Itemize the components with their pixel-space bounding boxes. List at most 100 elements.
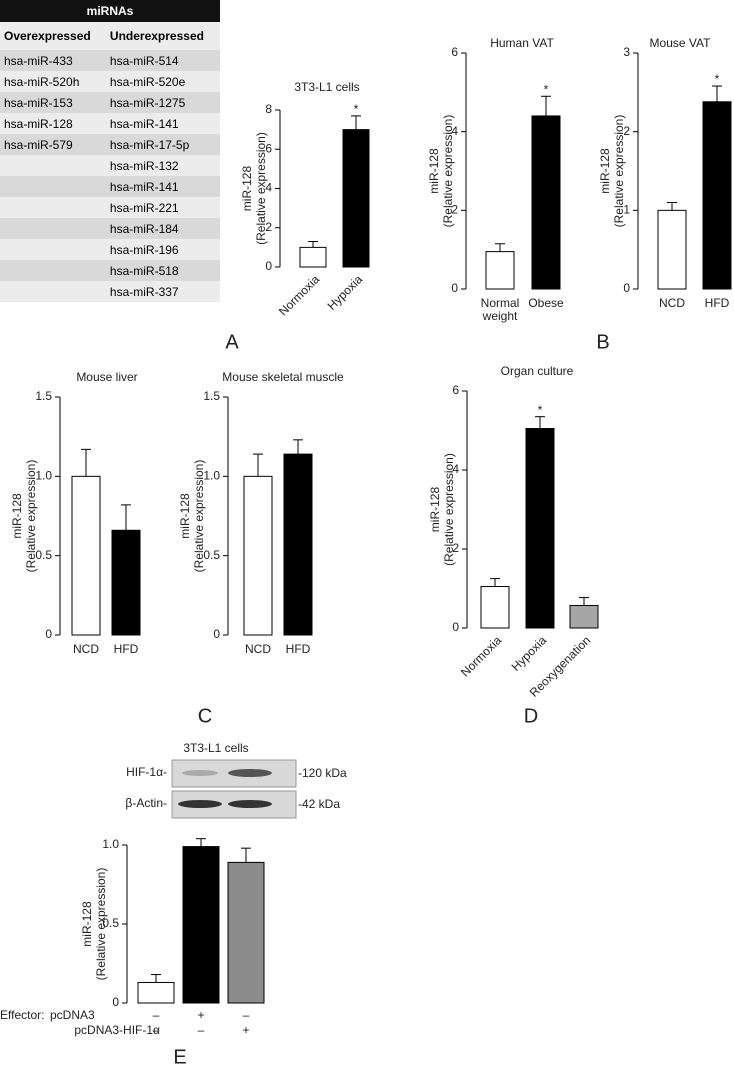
panel-label: C: [198, 705, 212, 727]
y-tick-label: 0.5: [203, 548, 220, 562]
y-tick-label: 1: [623, 203, 630, 217]
x-tick-label: HFD: [704, 296, 730, 310]
y-axis-label: (Relative expression): [24, 460, 38, 573]
table-cell: hsa-miR-221: [105, 197, 220, 218]
blot-label: HIF-1α-: [126, 765, 167, 779]
bar: [480, 586, 510, 629]
chart-title: Organ culture: [501, 364, 574, 378]
table-row: hsa-miR-579 hsa-miR-17-5p: [0, 134, 220, 155]
bar: [342, 129, 370, 268]
bar: [111, 529, 141, 636]
blot-size: -42 kDa: [298, 797, 340, 811]
table-cell: [0, 281, 106, 302]
x-tick-label: Obese: [528, 296, 564, 310]
chart-title: Mouse liver: [76, 370, 137, 384]
effector-sign: +: [197, 1008, 204, 1022]
y-axis-label: miR-128: [80, 901, 94, 947]
y-axis-label: (Relative expression): [254, 132, 268, 245]
effector-sign: –: [243, 1008, 250, 1022]
significance: *: [715, 72, 720, 86]
table-cell: hsa-miR-141: [105, 113, 220, 134]
chart-title: Human VAT: [490, 36, 554, 50]
table-cell: hsa-miR-520h: [0, 71, 106, 92]
table-cell: [0, 218, 106, 239]
bar: [525, 428, 555, 629]
table-row: hsa-miR-520h hsa-miR-520e: [0, 71, 220, 92]
blot-band: [228, 769, 272, 777]
y-axis-label: miR-128: [178, 493, 192, 539]
bar: [531, 115, 561, 290]
y-tick-label: 1.0: [203, 469, 220, 483]
table-row: hsa-miR-518: [0, 260, 220, 281]
y-tick-label: 4: [265, 181, 272, 195]
y-tick-label: 3: [623, 45, 630, 59]
y-axis-label: (Relative expression): [192, 460, 206, 573]
bar: [283, 453, 313, 636]
table-cell: hsa-miR-518: [105, 260, 220, 281]
y-axis-label: miR-128: [427, 148, 441, 194]
bar: [569, 604, 599, 629]
significance: *: [538, 403, 543, 417]
table-cell: hsa-miR-128: [0, 113, 106, 134]
table-cell: hsa-miR-141: [105, 176, 220, 197]
table-cell: [0, 260, 106, 281]
table-header: Underexpressed: [105, 22, 220, 50]
table-row: hsa-miR-141: [0, 176, 220, 197]
effector-name: pcDNA3-HIF-1α: [74, 1023, 160, 1037]
table-row: hsa-miR-184: [0, 218, 220, 239]
panel-label: A: [225, 331, 239, 353]
y-tick-label: 6: [451, 45, 458, 59]
chart-title: Mouse skeletal muscle: [222, 370, 344, 384]
bar: [299, 246, 327, 268]
blot-label: β-Actin-: [125, 796, 167, 810]
y-tick-label: 8: [265, 102, 272, 116]
effector-sign: –: [198, 1023, 205, 1037]
blot-band: [182, 770, 218, 776]
chart-title: Mouse VAT: [650, 36, 712, 50]
y-tick-label: 0.5: [35, 548, 52, 562]
table-row: hsa-miR-221: [0, 197, 220, 218]
table-row: hsa-miR-153 hsa-miR-1275: [0, 92, 220, 113]
x-tick-label: Normal weight: [480, 296, 520, 323]
bar: [485, 251, 515, 290]
effector-name: pcDNA3: [50, 1008, 95, 1022]
bar: [137, 981, 175, 1004]
significance: *: [544, 82, 549, 96]
y-tick-label: 0: [623, 281, 630, 295]
blot-size: -120 kDa: [298, 766, 347, 780]
table-title: miRNAs: [0, 0, 220, 22]
table-cell: hsa-miR-196: [105, 239, 220, 260]
x-tick-label: NCD: [659, 296, 685, 310]
table-cell: hsa-miR-132: [105, 155, 220, 176]
table-cell: hsa-miR-520e: [105, 71, 220, 92]
y-tick-label: 4: [452, 462, 459, 476]
y-axis-label: (Relative expression): [612, 115, 626, 228]
table-cell: hsa-miR-184: [105, 218, 220, 239]
y-axis-label: (Relative expression): [442, 453, 456, 566]
bar: [657, 209, 687, 290]
y-tick-label: 1.5: [203, 389, 220, 403]
y-tick-label: 2: [451, 203, 458, 217]
table-row: hsa-miR-132: [0, 155, 220, 176]
table-row: hsa-miR-196: [0, 239, 220, 260]
panel-label: B: [596, 331, 609, 353]
mirna-table: miRNAs Overexpressed Underexpressed hsa-m…: [0, 0, 220, 302]
blot-title: 3T3-L1 cells: [183, 741, 248, 755]
table-cell: hsa-miR-514: [105, 50, 220, 71]
table-cell: hsa-miR-337: [105, 281, 220, 302]
y-axis-label: miR-128: [598, 148, 612, 194]
y-tick-label: 0: [112, 995, 119, 1009]
table-row: hsa-miR-128 hsa-miR-141: [0, 113, 220, 134]
y-tick-label: 0: [452, 620, 459, 634]
bar: [227, 861, 265, 1004]
chart-title: 3T3-L1 cells: [294, 80, 359, 94]
y-tick-label: 0: [265, 259, 272, 273]
y-tick-label: 0: [213, 627, 220, 641]
x-tick-label: HFD: [113, 642, 139, 656]
table-cell: [0, 176, 106, 197]
table-cell: hsa-miR-433: [0, 50, 106, 71]
table-cell: hsa-miR-153: [0, 92, 106, 113]
bar: [702, 101, 732, 290]
